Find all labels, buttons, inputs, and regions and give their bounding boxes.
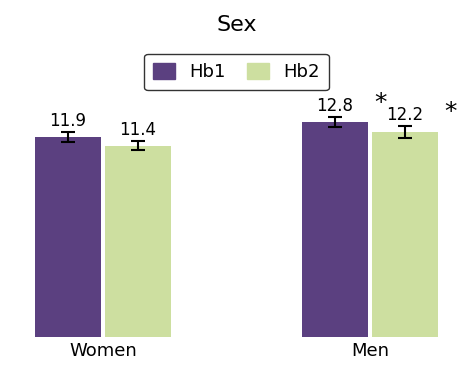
Text: 12.2: 12.2	[386, 106, 423, 124]
Bar	[105, 146, 171, 337]
Text: 11.4: 11.4	[119, 121, 156, 139]
Text: *: *	[374, 90, 387, 114]
Text: 11.9: 11.9	[49, 112, 87, 130]
Bar	[302, 122, 368, 337]
Legend: Hb1, Hb2: Hb1, Hb2	[144, 54, 329, 90]
Text: *: *	[444, 100, 456, 124]
Text: 12.8: 12.8	[317, 96, 354, 114]
Bar	[35, 137, 101, 337]
Bar	[372, 132, 438, 337]
Title: Sex: Sex	[216, 15, 257, 35]
